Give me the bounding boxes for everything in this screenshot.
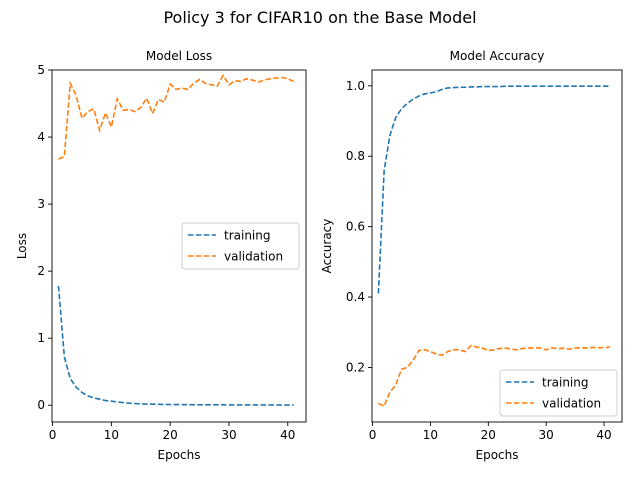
legend-label-training: training [542,376,589,390]
y-tick-label: 5 [37,63,45,77]
figure-title: Policy 3 for CIFAR10 on the Base Model [163,8,477,27]
y-axis-label: Accuracy [320,219,334,274]
series-line-training [377,85,610,294]
axes-frame [371,69,623,423]
x-tick-label: 20 [163,428,178,442]
y-tick-label: 3 [37,197,45,211]
axes-title: Model Accuracy [450,49,545,63]
accuracy-panel: Model Accuracy 0 10 20 30 40 0.2 0.4 0.6 0.8 1.0 Ep… [320,49,623,462]
x-tick-label: 10 [423,428,438,442]
series-line-validation [58,73,294,160]
y-tick-label: 0.8 [346,149,365,163]
series-line-validation [378,344,610,408]
x-tick-label: 10 [104,428,119,442]
y-tick-label: 1 [37,331,45,345]
legend-label-training: training [224,229,271,243]
series-line-training [57,285,294,406]
loss-panel: Model Loss 0 10 20 30 40 0 1 2 3 4 5 Epochs Loss train… [15,49,307,462]
x-tick-label: 0 [49,428,57,442]
y-tick-label: 0.4 [346,290,365,304]
legend-box [181,222,300,270]
axes-frame [51,69,307,423]
y-tick-label: 4 [37,130,45,144]
legend-label-validation: validation [224,250,283,264]
x-axis-label: Epochs [476,448,519,462]
x-tick-label: 30 [539,428,554,442]
legend: training validation [499,369,618,417]
x-tick-label: 20 [481,428,496,442]
x-axis-label: Epochs [158,448,201,462]
x-tick-label: 30 [221,428,236,442]
y-tick-label: 0.6 [346,220,365,234]
x-tick-label: 0 [369,428,377,442]
legend-label-validation: validation [542,397,601,411]
axes-title: Model Loss [146,49,212,63]
legend-box [499,369,618,417]
y-tick-label: 0.2 [346,360,365,374]
y-tick-label: 1.0 [346,79,365,93]
y-tick-label: 2 [37,264,45,278]
legend: training validation [181,222,300,270]
y-axis-label: Loss [15,233,29,259]
y-tick-label: 0 [37,398,45,412]
x-tick-label: 40 [596,428,611,442]
x-tick-label: 40 [280,428,295,442]
